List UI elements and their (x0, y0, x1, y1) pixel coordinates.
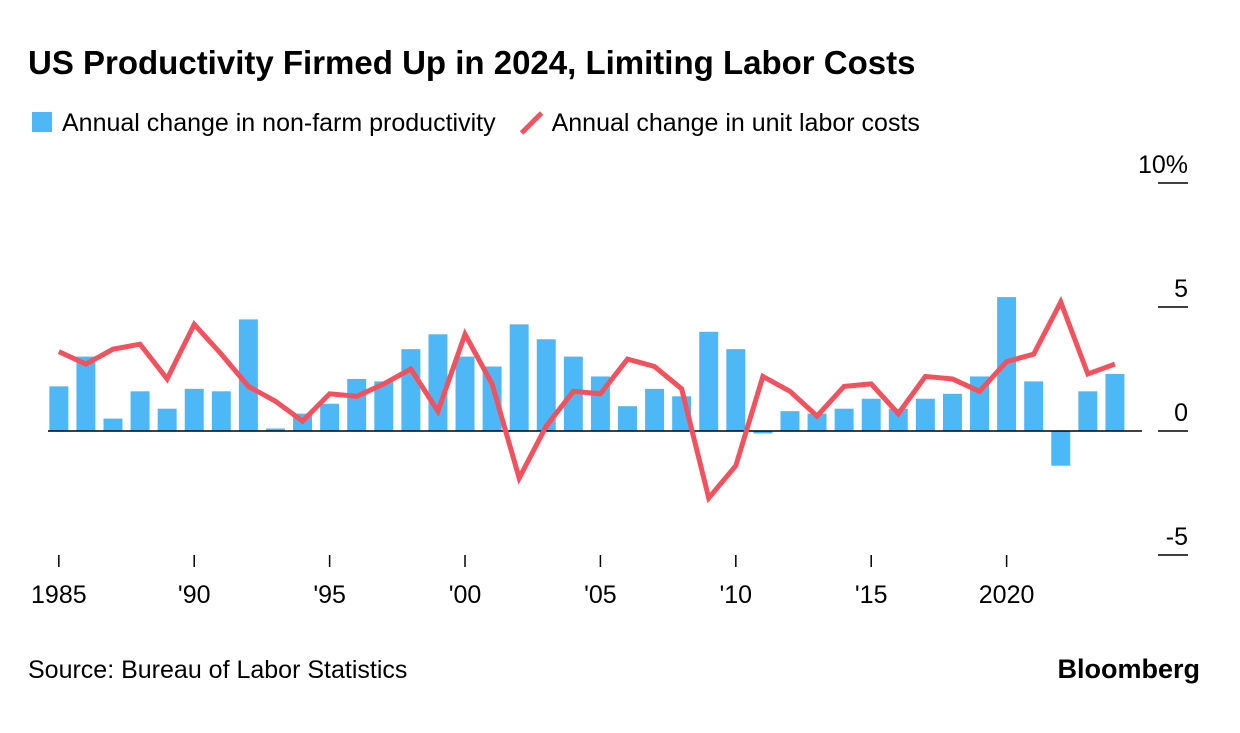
bar (645, 388, 665, 431)
bar (265, 428, 285, 431)
y-tick-label: 5 (1174, 275, 1188, 303)
bar (482, 366, 502, 431)
bar (780, 411, 800, 431)
bar (888, 408, 908, 431)
bar (1078, 391, 1098, 431)
x-tick-label: '00 (449, 581, 482, 609)
bar (184, 388, 204, 431)
bar (374, 381, 394, 431)
bar (1051, 431, 1071, 466)
bar (347, 378, 367, 431)
legend-label: Annual change in unit labor costs (552, 109, 920, 137)
bar (103, 418, 123, 431)
x-tick-label: '10 (720, 581, 753, 609)
legend-swatch (519, 111, 544, 135)
bar (1024, 381, 1044, 431)
bar (320, 403, 340, 431)
x-tick-label: '90 (178, 581, 211, 609)
bar (942, 393, 962, 431)
bar (428, 334, 448, 431)
legend-label: Annual change in non-farm productivity (62, 109, 496, 137)
chart-title: US Productivity Firmed Up in 2024, Limit… (28, 44, 915, 81)
line (57, 295, 1116, 504)
bar (834, 408, 854, 431)
y-tick-label: 10% (1138, 151, 1188, 179)
logo: Bloomberg (1057, 654, 1200, 684)
bar (157, 408, 177, 431)
bar (726, 349, 746, 431)
legend-swatch (32, 112, 52, 132)
bar (807, 413, 827, 431)
bar (536, 339, 556, 431)
x-tick-label: 2020 (979, 581, 1035, 609)
x-tick-label: 1985 (31, 581, 87, 609)
bar (49, 386, 69, 431)
bar (238, 319, 258, 431)
y-tick-label: -5 (1166, 523, 1188, 551)
x-tick-label: '05 (584, 581, 617, 609)
bar (915, 398, 935, 431)
bar (211, 391, 231, 431)
bar (76, 356, 96, 431)
bar (130, 391, 150, 431)
bar (1105, 373, 1125, 431)
bar (618, 406, 637, 431)
bar (455, 356, 475, 431)
bar (699, 331, 719, 431)
bar (753, 431, 773, 434)
bar (861, 398, 881, 431)
y-tick-label: 0 (1174, 399, 1188, 427)
source: Source: Bureau of Labor Statistics (28, 656, 407, 684)
bar (509, 324, 529, 431)
x-tick-label: '95 (313, 581, 346, 609)
x-tick-label: '15 (855, 581, 888, 609)
bar (401, 349, 421, 431)
